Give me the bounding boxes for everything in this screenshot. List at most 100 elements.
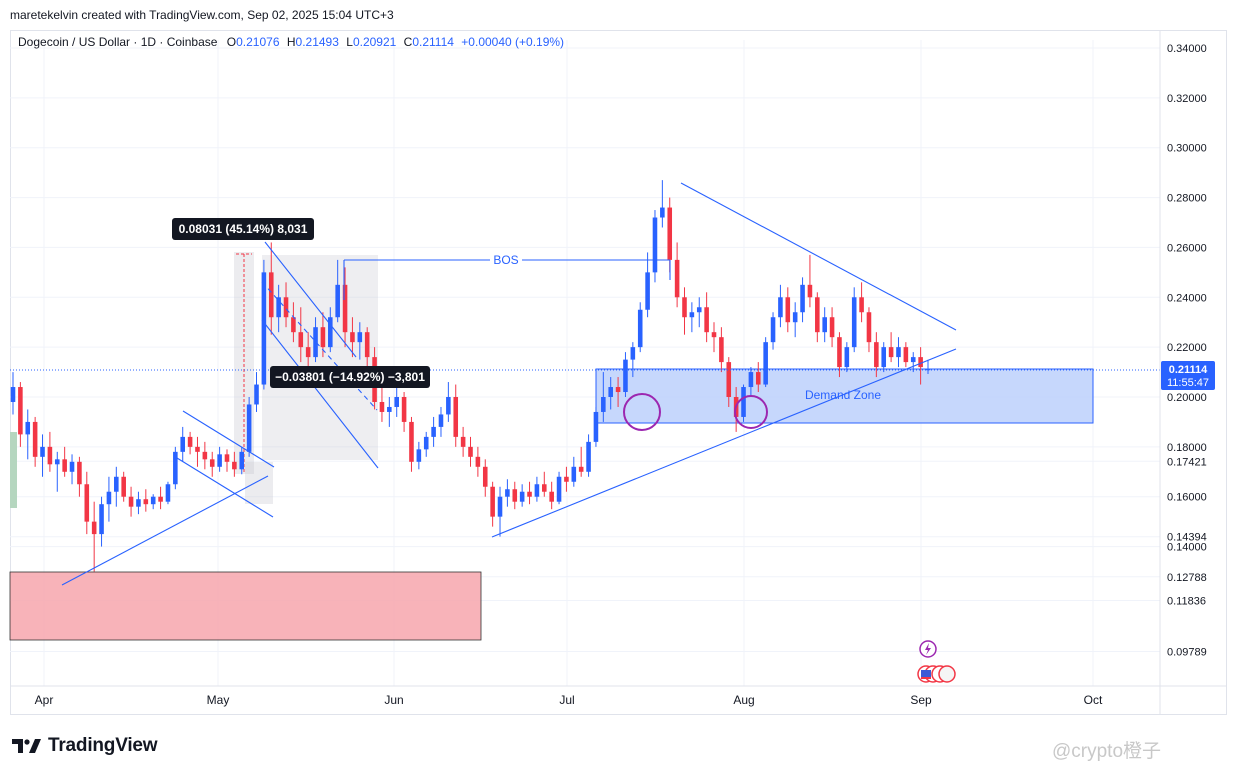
- candle: [556, 471, 562, 505]
- candle: [276, 284, 281, 333]
- candle: [298, 307, 304, 363]
- candle: [357, 322, 363, 360]
- candle: [423, 431, 429, 457]
- candle: [180, 426, 186, 462]
- candle: [121, 471, 126, 502]
- channel-mid-line: [261, 281, 378, 411]
- high-value: 0.21493: [295, 35, 339, 49]
- candle: [460, 426, 466, 457]
- candle: [261, 259, 267, 390]
- candle: [99, 496, 104, 547]
- price-tick-label: 0.20000: [1167, 392, 1207, 404]
- candle: [387, 397, 392, 427]
- chart-credit: maretekelvin created with TradingView.co…: [10, 8, 394, 22]
- price-tick-label: 0.17421: [1167, 456, 1207, 468]
- candle: [40, 434, 45, 477]
- candle: [822, 307, 827, 343]
- candle: [586, 434, 591, 477]
- close-label: C: [403, 35, 413, 49]
- candle: [106, 476, 112, 522]
- measure-up-label: 0.08031 (45.14%) 8,031: [179, 222, 308, 236]
- candle: [268, 242, 274, 335]
- candle: [10, 372, 16, 415]
- candle: [910, 352, 916, 373]
- time-tick-label: Apr: [35, 693, 54, 707]
- candle: [837, 332, 842, 378]
- open-value: 0.21076: [236, 35, 280, 49]
- candle: [800, 277, 805, 323]
- candle: [468, 436, 473, 467]
- triangle-bottom-line: [491, 348, 957, 538]
- time-tick-label: Aug: [733, 693, 754, 707]
- candle: [519, 484, 525, 507]
- candle: [527, 481, 532, 505]
- measure-up-label-bg: [172, 218, 314, 240]
- candle: [903, 342, 909, 368]
- price-tick-label: 0.28000: [1167, 193, 1207, 205]
- candle: [305, 332, 311, 373]
- candle: [593, 406, 599, 447]
- price-axis-labels: 0.34000 0.32000 0.30000 0.28000 0.26000 0.240…: [1167, 43, 1207, 659]
- bos-label: BOS: [493, 253, 518, 267]
- candle: [25, 409, 31, 460]
- candle: [763, 337, 768, 388]
- time-tick-label: Jul: [559, 693, 574, 707]
- candle: [571, 456, 577, 487]
- candle: [335, 259, 340, 323]
- last-price-countdown: 11:55:47: [1167, 377, 1209, 389]
- candle: [246, 397, 252, 457]
- candle: [350, 317, 355, 358]
- price-tick-label: 0.32000: [1167, 93, 1207, 105]
- candle: [755, 362, 761, 393]
- candle: [54, 451, 60, 492]
- triangle-top-line: [680, 182, 957, 331]
- candle: [446, 382, 451, 422]
- candle: [696, 297, 702, 328]
- candle: [512, 481, 518, 510]
- candle: [896, 337, 901, 368]
- price-tick-label: 0.09789: [1167, 647, 1207, 659]
- flag-shade: [245, 462, 273, 504]
- flag-upper-line: [182, 410, 275, 468]
- candle: [342, 267, 348, 348]
- candle: [608, 377, 613, 410]
- candle: [283, 282, 289, 328]
- candles-group: [10, 180, 931, 572]
- measure-down-label: −0.03801 (−14.92%) −3,801: [275, 370, 425, 384]
- tradingview-brand: TradingView: [48, 735, 158, 756]
- candle: [778, 284, 783, 328]
- low-value: 0.20921: [352, 35, 397, 49]
- measure-down-shade: [262, 255, 378, 460]
- candle: [719, 327, 724, 373]
- candle: [564, 466, 569, 492]
- channel-upper-line: [264, 241, 357, 358]
- candle: [394, 384, 399, 417]
- candle: [578, 446, 584, 477]
- candle: [785, 287, 791, 333]
- candle: [829, 307, 835, 348]
- time-tick-label: Jun: [384, 693, 403, 707]
- open-label: O: [226, 35, 237, 49]
- price-tick-label: 0.34000: [1167, 43, 1207, 55]
- candle: [741, 384, 746, 422]
- flag-lower-line: [176, 457, 274, 518]
- candle: [409, 416, 414, 472]
- candle: [674, 242, 680, 308]
- candle: [328, 307, 333, 353]
- candle: [549, 481, 554, 510]
- candle: [637, 302, 643, 353]
- symbol-name: Dogecoin / US Dollar · 1D · Coinbase: [18, 35, 218, 49]
- tradingview-logo[interactable]: TradingView: [12, 735, 158, 757]
- candle: [534, 476, 540, 502]
- demand-touch-circle-1: [623, 393, 661, 431]
- candle: [615, 377, 621, 407]
- candle: [431, 416, 436, 447]
- candle: [807, 254, 813, 308]
- candle: [660, 180, 665, 228]
- candle: [379, 384, 385, 422]
- candle: [232, 451, 237, 477]
- demand-zone-box: [595, 368, 1094, 424]
- candle: [18, 382, 23, 447]
- candle: [438, 406, 444, 437]
